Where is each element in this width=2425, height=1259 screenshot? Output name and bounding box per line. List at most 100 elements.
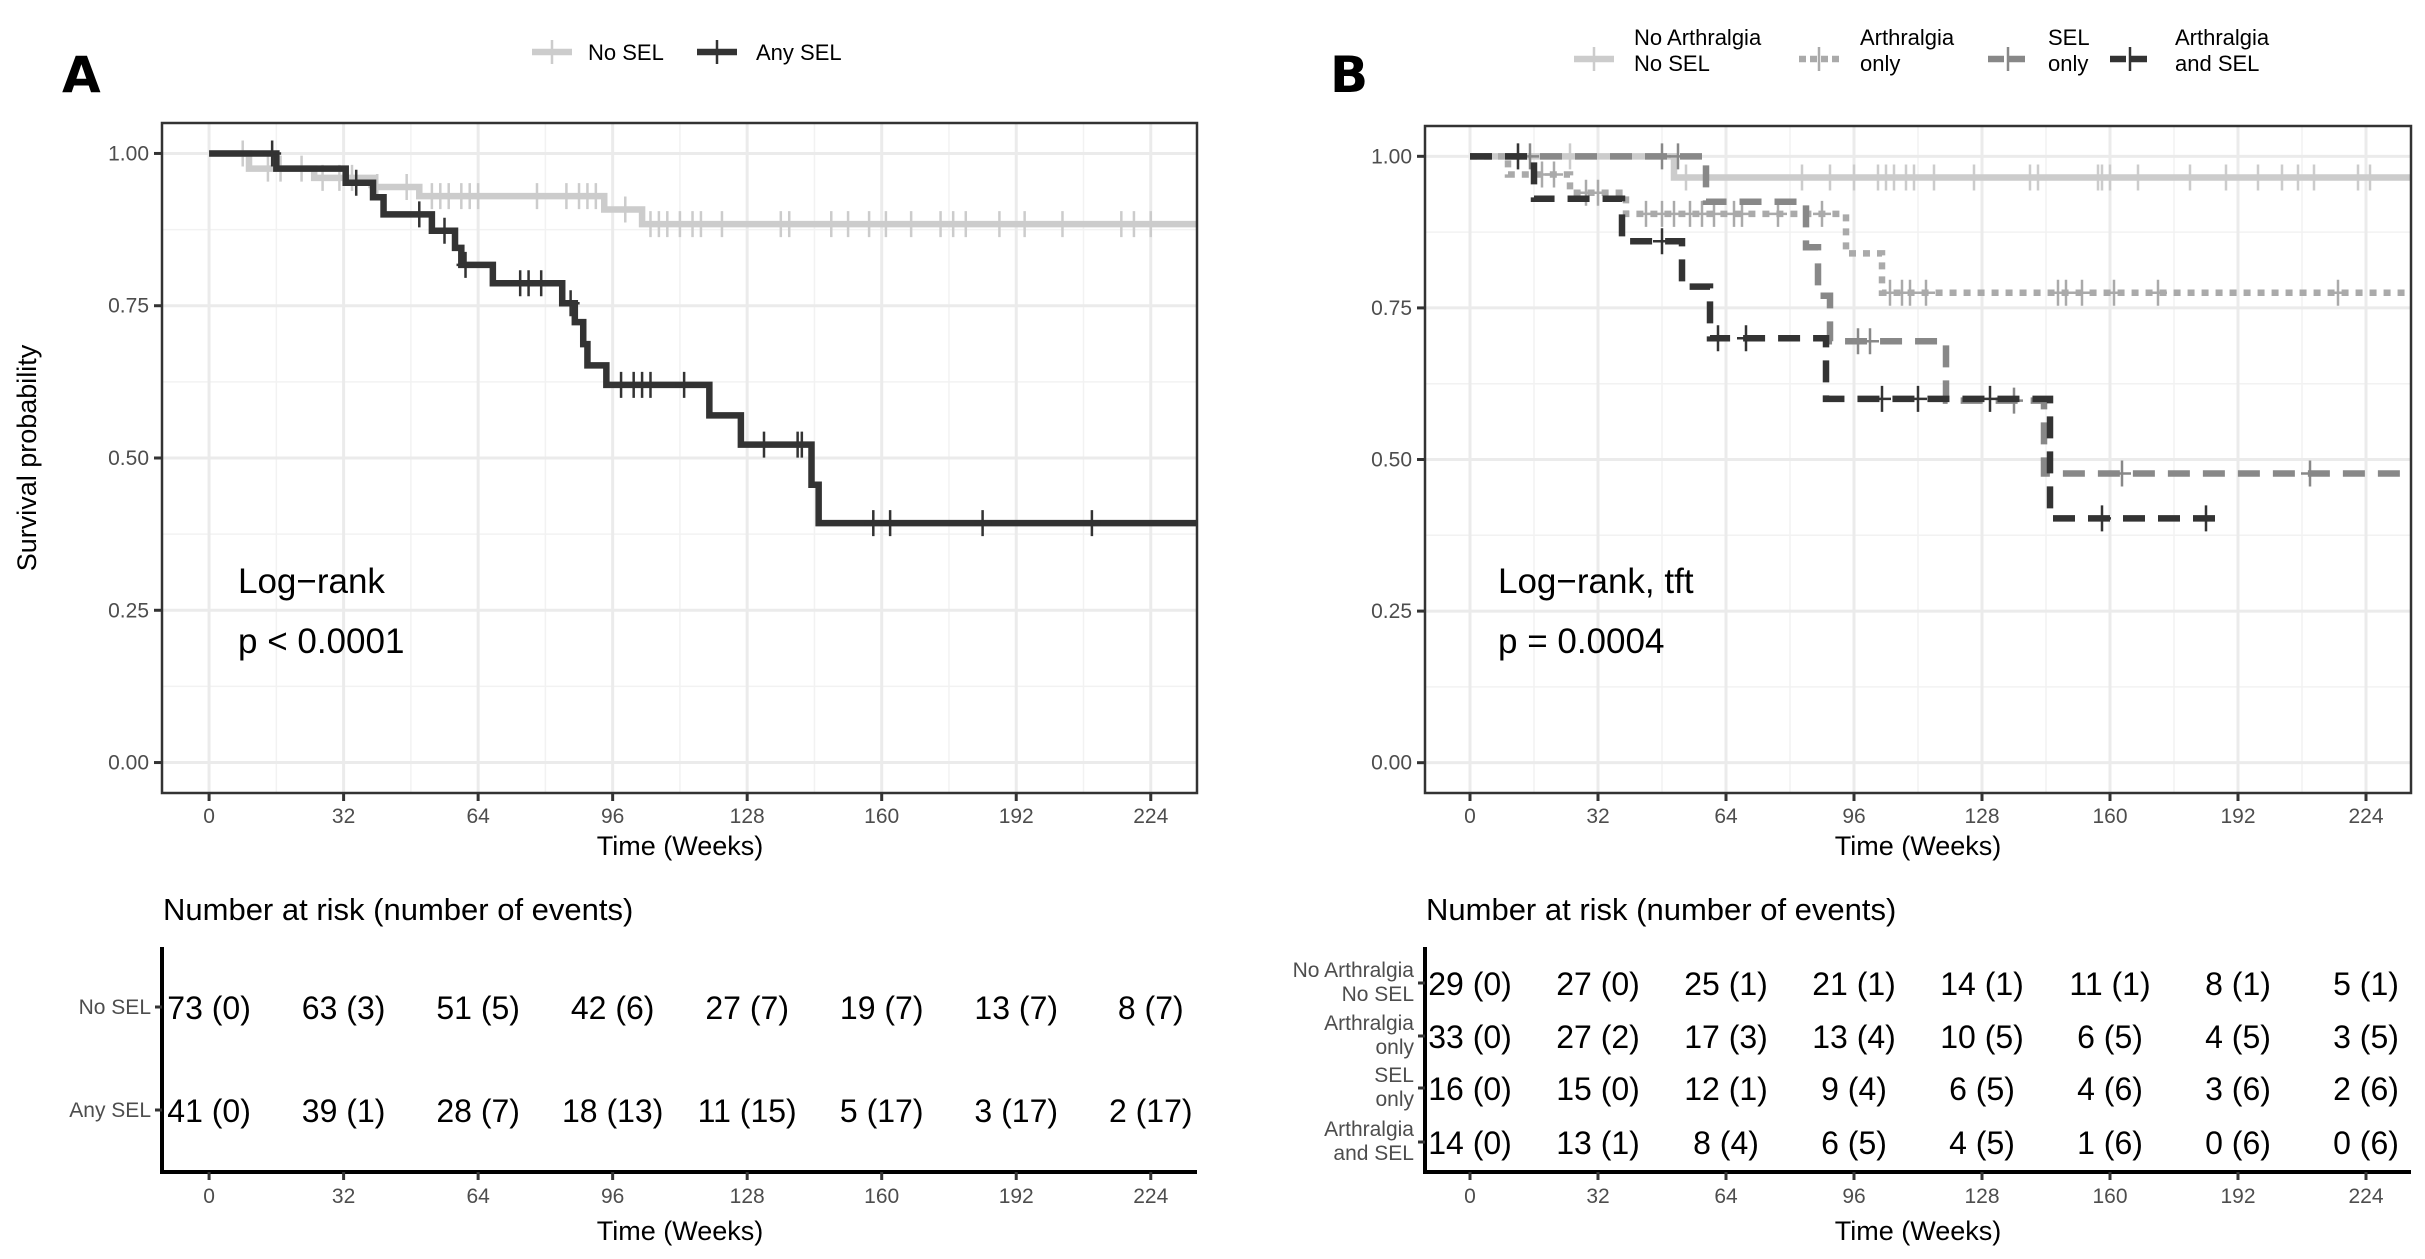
km-series-sel-only	[1470, 143, 2410, 487]
risk-x-tick-label: 128	[1964, 1185, 1999, 1208]
risk-cell: 73 (0)	[167, 990, 251, 1026]
risk-row-label: SEL	[1374, 1064, 1414, 1087]
censor-mark	[2129, 164, 2147, 191]
censor-mark	[1677, 164, 1695, 191]
risk-cell: 13 (1)	[1556, 1125, 1640, 1161]
x-tick-label: 32	[1586, 805, 1609, 828]
censor-mark	[1813, 200, 1831, 227]
risk-x-tick-label: 128	[730, 1185, 765, 1208]
panel-label-b: B	[1330, 46, 1368, 104]
censor-mark	[561, 290, 580, 317]
y-tick-label: 0.25	[1371, 600, 1412, 623]
censor-mark	[1124, 211, 1143, 238]
risk-x-tick-label: 192	[999, 1185, 1034, 1208]
x-tick-label: 128	[730, 805, 765, 828]
risk-x-axis-title-a: Time (Weeks)	[597, 1216, 764, 1246]
x-tick-label: 192	[2220, 805, 2255, 828]
risk-cell: 4 (5)	[1949, 1125, 2015, 1161]
censor-mark	[822, 211, 841, 238]
censor-mark	[1141, 211, 1160, 238]
legend-label: No SEL	[588, 40, 664, 65]
censor-mark	[1015, 211, 1034, 238]
risk-x-tick-label: 224	[2348, 1185, 2383, 1208]
km-series-arthralgia-and-sel	[1470, 143, 2218, 532]
risk-row-label: Any SEL	[69, 1099, 151, 1122]
legend-label: No SEL	[1634, 51, 1710, 76]
censor-mark	[712, 211, 731, 238]
x-tick-label: 64	[1714, 805, 1738, 828]
censor-mark	[2181, 164, 2199, 191]
censor-mark	[2289, 164, 2307, 191]
risk-cell: 19 (7)	[840, 990, 924, 1026]
censor-mark	[1053, 211, 1072, 238]
risk-cell: 27 (0)	[1556, 966, 1640, 1002]
censor-mark	[1905, 164, 1923, 191]
censor-mark	[2029, 164, 2047, 191]
censor-mark	[410, 201, 429, 228]
legend-label: Arthralgia	[2175, 25, 2270, 50]
risk-row-label: Arthralgia	[1324, 1012, 1414, 1035]
censor-mark	[1965, 164, 1983, 191]
x-tick-label: 64	[466, 805, 490, 828]
risk-x-tick-label: 160	[864, 1185, 899, 1208]
censor-mark	[902, 211, 921, 238]
risk-cell: 8 (1)	[2205, 966, 2271, 1002]
risk-table-a: No SEL 73 (0) 63 (3) 51 (5) 42 (6) 27 (7) 19 (…	[69, 947, 1197, 1208]
y-tick-label: 1.00	[1371, 145, 1412, 168]
censor-mark	[691, 211, 710, 238]
risk-cell: 18 (13)	[562, 1093, 663, 1129]
km-series-any-sel	[209, 140, 1197, 537]
y-tick-label: 1.00	[108, 142, 149, 165]
y-tick-label: 0.50	[1371, 449, 1412, 472]
risk-cell: 41 (0)	[167, 1093, 251, 1129]
risk-cell: 15 (0)	[1556, 1071, 1640, 1107]
censor-mark	[1705, 200, 1723, 227]
risk-row-label: Arthralgia	[1324, 1118, 1414, 1141]
censor-mark	[2113, 460, 2131, 487]
risk-cell: 16 (0)	[1428, 1071, 1512, 1107]
censor-mark	[1845, 164, 1863, 191]
risk-table-title-b: Number at risk (number of events)	[1426, 892, 1896, 927]
legend-label: only	[1860, 51, 1900, 76]
risk-row-label: only	[1375, 1088, 1414, 1111]
risk-cell: 0 (6)	[2333, 1125, 2399, 1161]
legend-label: No Arthralgia	[1634, 25, 1762, 50]
censor-mark	[2197, 505, 2215, 532]
risk-x-tick-label: 0	[203, 1185, 215, 1208]
censor-mark	[469, 183, 488, 210]
km-curve	[1470, 153, 2218, 522]
legend-item: Any SEL	[697, 40, 842, 65]
risk-cell: 6 (5)	[1821, 1125, 1887, 1161]
censor-mark	[1769, 200, 1787, 227]
risk-row-label: No SEL	[1342, 983, 1414, 1006]
censor-mark	[2305, 164, 2323, 191]
censor-mark	[973, 510, 992, 537]
risk-cell: 14 (1)	[1940, 966, 2024, 1002]
risk-cell: 3 (5)	[2333, 1019, 2399, 1055]
risk-cell: 33 (0)	[1428, 1019, 1512, 1055]
x-tick-label: 96	[601, 805, 624, 828]
x-tick-label: 32	[332, 805, 355, 828]
legend-label: only	[2048, 51, 2088, 76]
km-series-arthralgia-only	[1470, 153, 2410, 306]
censor-mark	[839, 211, 858, 238]
y-tick-label: 0.00	[108, 752, 149, 775]
risk-cell: 6 (5)	[1949, 1071, 2015, 1107]
risk-cell: 3 (17)	[974, 1093, 1058, 1129]
censor-mark	[792, 431, 811, 458]
x-tick-label: 224	[1133, 805, 1168, 828]
x-tick-label: 160	[864, 805, 899, 828]
risk-cell: 8 (4)	[1693, 1125, 1759, 1161]
censor-mark	[347, 169, 366, 196]
censor-mark	[1737, 325, 1755, 352]
risk-cell: 12 (1)	[1684, 1071, 1768, 1107]
censor-mark	[435, 217, 454, 244]
x-tick-label: 0	[1464, 805, 1476, 828]
risk-cell: 39 (1)	[302, 1093, 386, 1129]
